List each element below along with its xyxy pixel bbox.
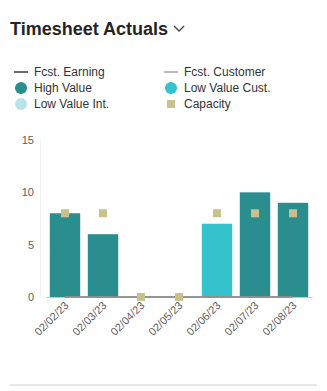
x-tick: 02/04/23: [108, 297, 147, 338]
bar[interactable]: [240, 192, 270, 193]
y-tick-label: 15: [22, 134, 34, 146]
x-tick: 02/02/23: [32, 297, 71, 338]
title: Timesheet Actuals: [10, 19, 168, 39]
plot-area: [50, 192, 308, 301]
legend-label: Fcst. Customer: [184, 65, 265, 79]
x-tick: 02/07/23: [222, 297, 261, 338]
marker[interactable]: [213, 209, 221, 217]
legend-label: Fcst. Earning: [34, 65, 105, 79]
legend-label: Low Value Int.: [34, 97, 109, 111]
marker[interactable]: [61, 209, 69, 217]
bar[interactable]: [278, 202, 308, 203]
chart: Timesheet Actuals Fcst. Earning Fcst. Cust…: [0, 0, 327, 391]
title-chevron[interactable]: [174, 26, 184, 31]
marker[interactable]: [251, 209, 259, 217]
y-axis-line: [40, 141, 41, 298]
y-tick: 10: [22, 186, 40, 198]
x-tick-label: 02/05/23: [146, 299, 185, 338]
bar[interactable]: [202, 223, 232, 224]
x-tick: 02/08/23: [260, 297, 299, 338]
x-tick-label: 02/03/23: [70, 299, 109, 338]
marker[interactable]: [175, 293, 183, 301]
y-tick: 15: [22, 134, 40, 146]
legend-label: Low Value Cust.: [184, 81, 271, 95]
bar[interactable]: [88, 234, 118, 235]
bar[interactable]: [50, 213, 80, 297]
bar[interactable]: [278, 203, 308, 297]
legend-swatch: [167, 100, 175, 108]
legend-label: Capacity: [184, 97, 231, 111]
legend-swatch: [15, 82, 27, 94]
x-tick: 02/06/23: [184, 297, 223, 338]
marker[interactable]: [137, 293, 145, 301]
marker[interactable]: [289, 209, 297, 217]
x-tick: 02/05/23: [146, 297, 185, 338]
y-tick-label: 5: [28, 239, 34, 251]
y-axis: 0 5 10 15: [22, 134, 41, 303]
bar[interactable]: [202, 224, 232, 297]
y-tick-label: 0: [28, 291, 34, 303]
bar[interactable]: [240, 192, 270, 297]
y-tick-label: 10: [22, 186, 34, 198]
legend: Fcst. Earning Fcst. Customer High Value Low…: [14, 65, 271, 111]
bar[interactable]: [88, 234, 118, 297]
x-tick-label: 02/08/23: [260, 299, 299, 338]
x-tick-label: 02/02/23: [32, 299, 71, 338]
x-tick: 02/03/23: [70, 297, 109, 338]
x-axis: 02/02/2302/03/2302/04/2302/05/2302/06/23…: [32, 297, 312, 338]
bar[interactable]: [240, 192, 270, 193]
legend-label: High Value: [34, 81, 92, 95]
bar[interactable]: [88, 234, 118, 235]
legend-swatch: [165, 82, 177, 94]
x-tick-label: 02/04/23: [108, 299, 147, 338]
separator: [10, 385, 317, 386]
bar[interactable]: [278, 202, 308, 203]
legend-swatch: [164, 71, 178, 73]
x-tick-label: 02/07/23: [222, 299, 261, 338]
y-tick: 5: [28, 239, 40, 251]
legend-swatch: [14, 71, 28, 73]
legend-swatch: [15, 98, 27, 110]
x-tick-label: 02/06/23: [184, 299, 223, 338]
y-tick: 0: [28, 291, 40, 303]
marker[interactable]: [99, 209, 107, 217]
